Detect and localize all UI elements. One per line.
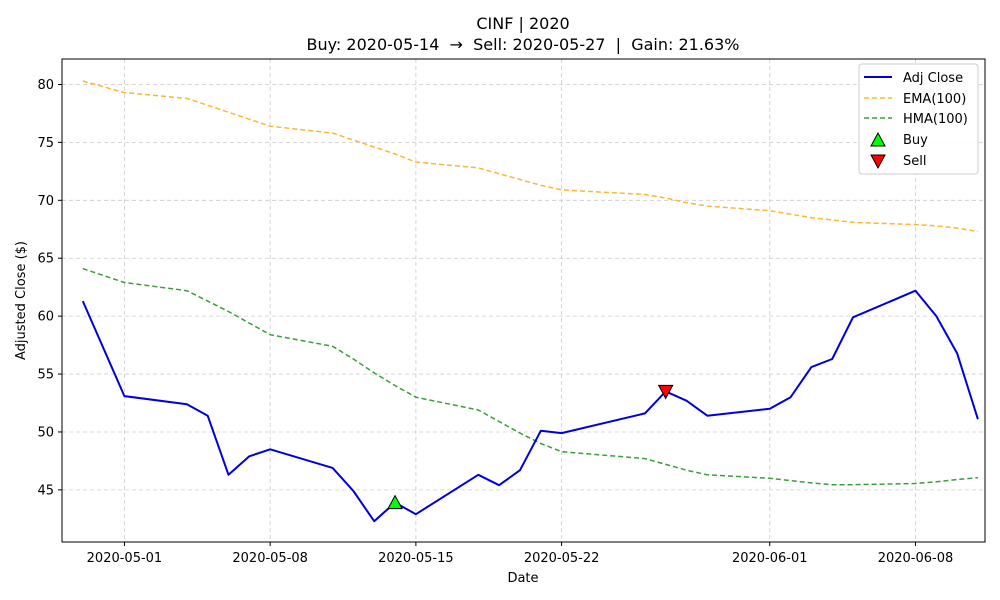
x-tick-label: 2020-05-01 [87,551,163,566]
axis-ticks: 45 50 55 60 65 70 75 80 2020-05-01 2020-05-08 2020… [37,78,953,566]
chart-subtitle: Buy: 2020-05-14 → Sell: 2020-05-27 | Gai… [307,35,740,54]
legend-label-adj-close: Adj Close [903,71,963,86]
buy-marker [387,494,403,510]
chart-title: CINF | 2020 [476,14,569,33]
grid [62,59,985,542]
legend-label-hma: HMA(100) [903,112,968,127]
series-line-hma-100 [82,267,978,486]
sell-marker [657,384,674,400]
x-tick-label: 2020-05-08 [232,551,308,566]
legend-label-ema: EMA(100) [903,92,966,107]
series-line-ema-100 [82,80,979,233]
y-tick-label: 75 [37,136,54,151]
x-tick-label: 2020-06-08 [878,551,954,566]
y-tick-label: 70 [37,194,54,209]
legend-buy-icon [870,131,886,147]
series-line-adj-close [81,289,979,523]
x-tick-label: 2020-05-15 [378,551,454,566]
y-axis-title: Adjusted Close ($) [14,241,29,360]
series-lines [81,80,979,523]
legend: Adj Close EMA(100) HMA(100) Buy Sell [858,63,979,175]
y-tick-label: 60 [37,310,54,325]
y-tick-label: 65 [37,252,54,267]
legend-label-sell: Sell [903,154,926,169]
y-tick-label: 50 [37,425,54,440]
x-axis-title: Date [507,571,538,586]
legend-box [858,63,979,175]
trade-markers [387,384,674,510]
x-tick-label: 2020-06-01 [732,551,808,566]
plot-frame [61,58,986,543]
y-tick-label: 55 [37,368,54,383]
x-tick-label: 2020-05-22 [524,551,600,566]
legend-label-buy: Buy [903,133,928,148]
legend-sell-icon [870,154,886,170]
y-tick-label: 80 [37,78,54,93]
y-tick-label: 45 [37,483,54,498]
